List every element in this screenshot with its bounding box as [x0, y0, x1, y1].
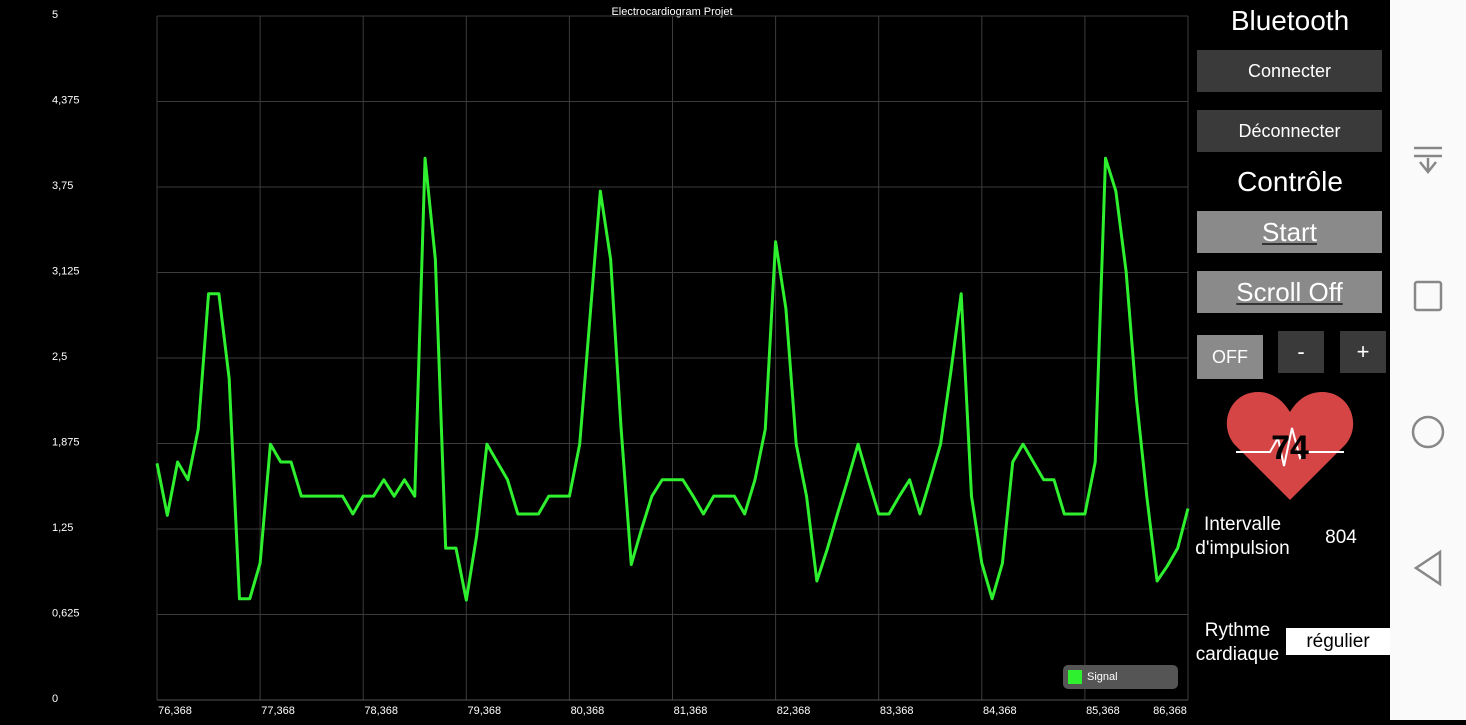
legend-swatch — [1068, 670, 1082, 684]
home-icon[interactable] — [1411, 415, 1445, 449]
recents-icon[interactable] — [1413, 280, 1443, 312]
start-button[interactable]: Start — [1197, 211, 1382, 253]
heart-icon: 74 — [1226, 392, 1354, 500]
signal-line — [155, 156, 1190, 602]
heart-pulse — [1236, 427, 1344, 467]
y-tick-label: 1,875 — [52, 436, 80, 448]
x-tick-label: 80,368 — [571, 705, 605, 717]
x-tick-label: 78,368 — [364, 705, 398, 717]
interval-value: 804 — [1325, 527, 1357, 548]
x-tick-label: 79,368 — [467, 705, 501, 717]
chart: Electrocardiogram Projet 0 0,625 1,25 1,875… — [52, 6, 1190, 717]
x-tick-label: 77,368 — [261, 705, 295, 717]
legend-box — [1063, 665, 1178, 689]
legend-label: Signal — [1087, 671, 1118, 683]
nav-bar — [1390, 0, 1466, 720]
control-panel: Bluetooth Connecter Déconnecter Contrôle… — [1190, 0, 1390, 720]
rhythm-label: Rythme cardiaque — [1195, 620, 1280, 665]
scroll-button[interactable]: Scroll Off — [1197, 271, 1382, 313]
x-tick-label: 76,368 — [158, 705, 192, 717]
bluetooth-title: Bluetooth — [1230, 5, 1350, 36]
interval-label: Intervalle d'impulsion — [1195, 514, 1290, 559]
y-tick-label: 3,75 — [52, 180, 73, 192]
control-title: Contrôle — [1237, 166, 1343, 197]
x-tick-label: 86,368 — [1153, 705, 1187, 717]
x-tick-label: 82,368 — [777, 705, 811, 717]
plus-button[interactable]: + — [1340, 331, 1386, 373]
minus-button[interactable]: - — [1278, 331, 1324, 373]
connect-button[interactable]: Connecter — [1197, 50, 1382, 92]
y-tick-label: 1,25 — [52, 522, 73, 534]
toggle-button[interactable]: OFF — [1197, 335, 1263, 379]
y-tick-label: 3,125 — [52, 265, 80, 277]
disconnect-button[interactable]: Déconnecter — [1197, 110, 1382, 152]
y-tick-label: 5 — [52, 9, 58, 21]
chart-title: Electrocardiogram Projet — [611, 6, 732, 18]
y-tick-label: 2,5 — [52, 351, 67, 363]
x-tick-label: 85,368 — [1086, 705, 1120, 717]
x-tick-label: 83,368 — [880, 705, 914, 717]
legend: Signal — [1063, 665, 1178, 689]
x-tick-label: 81,368 — [674, 705, 708, 717]
y-tick-label: 0 — [52, 693, 58, 705]
nav-icons — [1411, 146, 1445, 587]
x-tick-label: 84,368 — [983, 705, 1017, 717]
heart-shape — [1226, 392, 1354, 500]
heart-rate: 74 — [1271, 429, 1309, 467]
dropdown-icon[interactable] — [1414, 146, 1442, 175]
rhythm-value: régulier — [1286, 628, 1390, 655]
y-tick-label: 0,625 — [52, 607, 80, 619]
back-icon[interactable] — [1413, 549, 1442, 587]
y-tick-label: 4,375 — [52, 94, 80, 106]
